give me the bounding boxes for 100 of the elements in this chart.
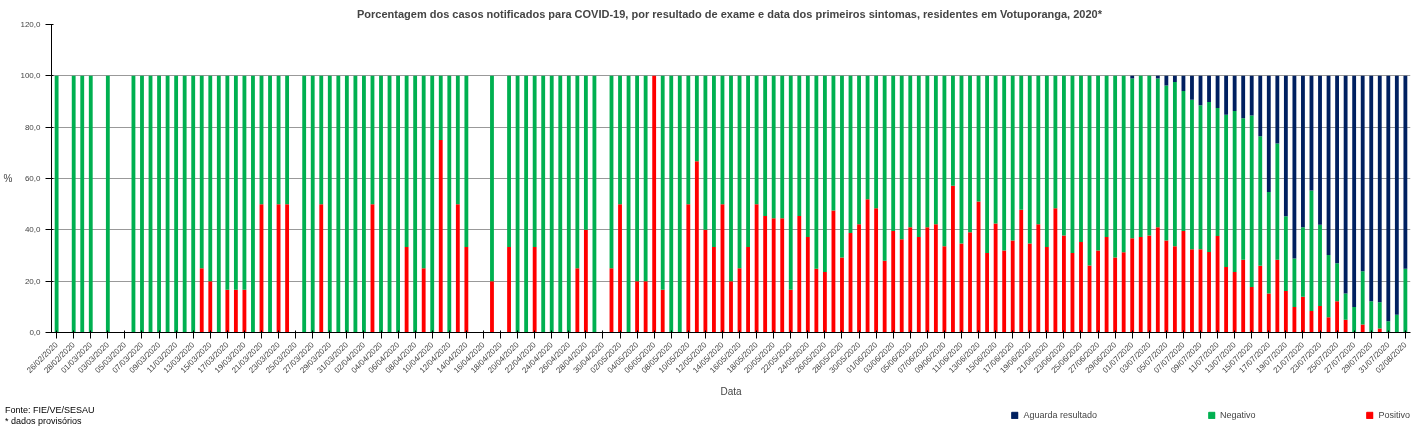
bar [1079,75,1083,242]
bar [1027,75,1032,244]
bar [1275,75,1280,144]
x-axis-title: Data [720,386,742,398]
bar [1369,75,1374,302]
bar [182,75,187,333]
bar [583,229,588,333]
bar [1079,241,1083,333]
bar [882,75,887,261]
bar [430,75,435,333]
bar [140,75,144,333]
bar [80,75,85,333]
bar [822,271,827,333]
bar [635,281,640,333]
bar [669,75,674,333]
bar [1002,75,1007,251]
bar [1147,235,1152,333]
y-tick-label: 80,0 [24,122,42,132]
bar [840,257,844,333]
bar [105,75,110,333]
bar [660,75,665,290]
y-axis-title: % [3,173,13,184]
bar [1283,216,1288,291]
bar [1318,306,1322,333]
bar [1369,301,1374,333]
bar [421,268,426,333]
bar [1044,247,1049,333]
bar [71,75,76,333]
bar [754,204,759,333]
bar [1292,258,1297,308]
bar [618,204,622,333]
text: * dados provisórios [5,416,82,426]
bar [362,75,366,333]
bar [310,75,315,333]
bar [908,75,913,228]
bar [1155,227,1160,333]
bar [1172,75,1177,82]
bar [942,75,947,247]
bar [1224,267,1229,333]
bar [1062,75,1066,236]
bar [874,75,879,209]
bar [985,75,990,253]
bar [1360,75,1365,272]
bar [712,75,716,248]
bar [165,75,170,333]
bar [1096,75,1100,251]
bar [413,75,418,333]
bar [575,268,580,333]
bar [1377,328,1382,333]
bar [464,247,469,333]
bar [1249,115,1254,288]
y-tick-label: 0,0 [29,328,42,337]
bar [1377,302,1382,329]
bar [712,247,716,333]
bar [857,75,861,225]
bar [1172,81,1177,247]
bar [993,223,998,333]
bar [1096,250,1100,333]
bar [865,75,870,200]
bar [1224,114,1229,268]
bar [438,140,443,333]
bar [814,268,819,333]
bar [1164,75,1169,86]
bar [1318,75,1322,225]
bar [1283,75,1288,217]
bar [1266,293,1271,333]
bar [268,75,272,333]
bar [157,75,161,333]
bar [1232,271,1237,333]
bar [1164,85,1169,241]
bar [925,75,930,228]
bar [1360,324,1365,333]
bar [1258,75,1263,137]
bar [464,75,469,248]
bar [797,215,802,333]
bar [251,75,255,333]
bar [788,75,793,290]
bar [1027,243,1032,333]
bar [1249,287,1254,333]
bar [916,237,921,333]
bar [233,75,238,290]
bar [1266,192,1271,294]
bar [1301,296,1305,333]
bar [874,208,879,333]
bar [643,281,648,333]
bar [191,75,196,333]
bar [1019,75,1024,210]
bar [951,75,955,186]
bar [1335,75,1340,264]
bar [703,229,708,333]
source-note: Fonte: FIE/VE/SESAU [5,405,95,415]
bar [1121,252,1126,333]
bar [840,75,844,258]
bar [1301,227,1305,297]
bar [763,75,768,216]
bar [532,247,537,333]
bar [1352,307,1357,333]
bar [199,268,204,333]
bar [1283,290,1288,333]
bar [1155,78,1160,228]
